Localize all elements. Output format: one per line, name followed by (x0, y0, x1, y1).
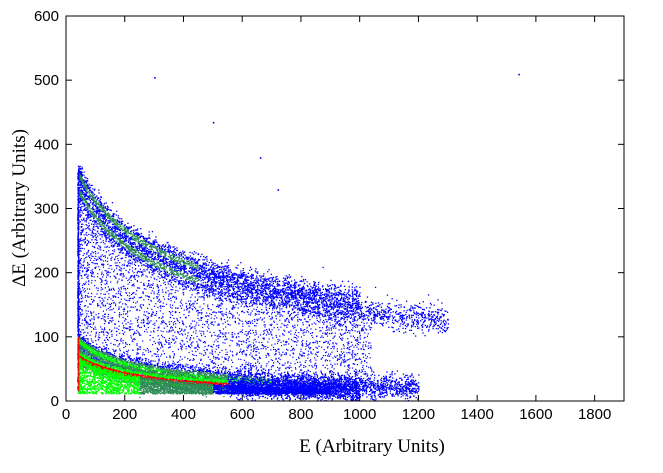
y-tick-label: 400 (34, 136, 59, 153)
outlier-point (213, 122, 215, 124)
x-tick-label: 1800 (578, 406, 611, 423)
x-tick-label: 1200 (402, 406, 435, 423)
y-tick-label: 100 (34, 329, 59, 346)
x-tick-label: 1400 (460, 406, 493, 423)
x-tick-label: 1600 (519, 406, 552, 423)
plot-area (77, 74, 520, 407)
x-tick-label: 1000 (343, 406, 376, 423)
plot-frame (66, 16, 624, 401)
x-tick-label: 400 (171, 406, 196, 423)
y-tick-label: 500 (34, 72, 59, 89)
outlier-point (154, 77, 156, 79)
x-tick-label: 0 (62, 406, 70, 423)
x-tick-label: 600 (230, 406, 255, 423)
outlier-point (260, 157, 262, 159)
outlier-point (278, 189, 280, 191)
x-tick-label: 800 (288, 406, 313, 423)
x-axis-label: E (Arbitrary Units) (299, 436, 445, 457)
x-axis: 0 200 400 600 800 1000 1200 1400 1600 1800 (62, 16, 611, 423)
heatmap-layer (77, 74, 520, 407)
y-tick-label: 300 (34, 201, 59, 218)
y-tick-label: 200 (34, 265, 59, 282)
y-axis-label: ΔE (Arbitrary Units) (9, 129, 30, 287)
x-tick-label: 200 (112, 406, 137, 423)
y-tick-label: 0 (51, 393, 59, 410)
outlier-point (518, 74, 520, 76)
y-tick-label: 600 (34, 8, 59, 25)
y-axis: 0 100 200 300 400 500 600 (34, 8, 624, 410)
